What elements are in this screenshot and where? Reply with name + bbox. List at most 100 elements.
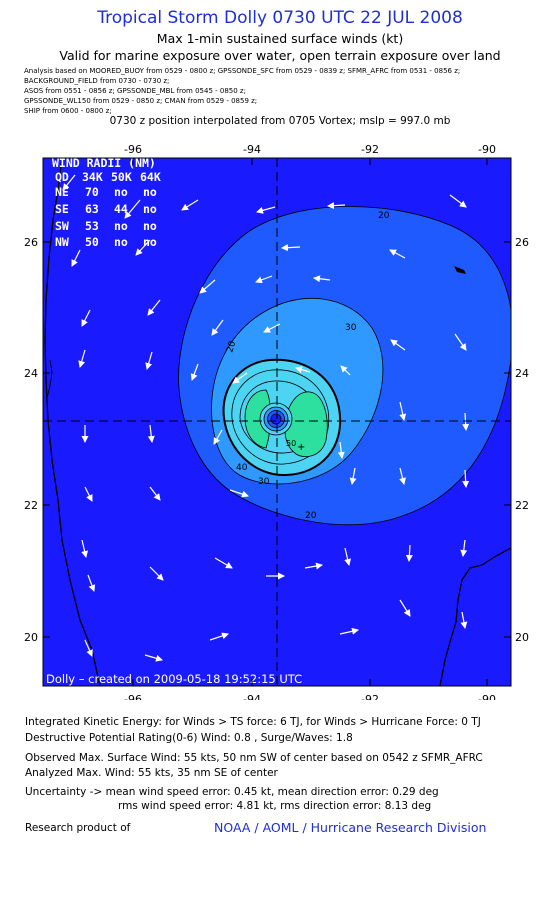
x-tick-label-bottom: -92	[361, 693, 379, 700]
wind-vector	[460, 611, 468, 629]
subtitle-exposure: Valid for marine exposure over water, op…	[59, 48, 501, 63]
coastline-west-inner	[46, 359, 53, 399]
wind-vector	[81, 539, 89, 558]
wind-radii-64k: no	[143, 185, 157, 199]
uncertainty-line-1: Uncertainty -> mean wind speed error: 0.…	[25, 786, 439, 798]
wind-vector	[344, 547, 352, 566]
y-tick-label-right: 22	[515, 499, 529, 512]
contour-label-30-n: 30	[345, 323, 357, 333]
wind-vector	[229, 489, 249, 498]
wind-vector	[62, 174, 76, 191]
dpr-line: Destructive Potential Rating(0-6) Wind: …	[25, 732, 353, 744]
map-frame	[42, 157, 512, 687]
coastline-west	[44, 158, 101, 686]
wind-vector	[181, 199, 199, 211]
wind-vector	[84, 486, 93, 502]
ike-line: Integrated Kinetic Energy: for Winds > T…	[25, 716, 481, 728]
wind-vector	[340, 365, 351, 376]
coastline-east	[439, 547, 511, 686]
wind-radii-head-64k: 64K	[140, 170, 161, 184]
wind-radii-table: WIND RADII (NM) QD 34K 50K 64K NE 70 no …	[52, 158, 161, 249]
wind-vector	[389, 249, 406, 259]
x-tick-label-top: -90	[478, 143, 496, 156]
wind-vector	[135, 239, 151, 256]
wind-vector	[190, 363, 199, 381]
wind-vector	[449, 194, 467, 208]
y-tick-label-right: 26	[515, 236, 529, 249]
wind-radii-quadrant: SE	[55, 202, 69, 216]
wind-vector	[144, 654, 163, 662]
wind-vector	[214, 557, 233, 569]
wind-vector	[313, 275, 331, 283]
wind-vector	[327, 202, 346, 210]
source-line-3: ASOS from 0551 - 0856 z; GPSSONDE_MBL fr…	[24, 87, 246, 95]
wind-radii-50k: 44	[114, 202, 128, 216]
research-label: Research product of	[25, 822, 131, 834]
research-org-link[interactable]: NOAA / AOML / Hurricane Research Divisio…	[214, 820, 487, 835]
wind-vector	[124, 199, 141, 219]
x-tick-label-top: -92	[361, 143, 379, 156]
x-tick-label-bottom: -90	[478, 693, 496, 700]
wind-radii-50k: no	[114, 219, 128, 233]
wind-radii-34k: 63	[85, 202, 99, 216]
wind-vector	[84, 639, 93, 657]
wind-vector	[213, 429, 223, 445]
wind-vector	[209, 632, 229, 641]
wind-vector	[149, 486, 161, 501]
island-east	[454, 266, 466, 274]
y-tick-label-left: 26	[24, 236, 38, 249]
chart-title: Tropical Storm Dolly 0730 UTC 22 JUL 200…	[97, 8, 463, 28]
wind-vector	[211, 319, 224, 336]
wind-vector	[145, 351, 153, 370]
wind-radii-quadrant: NE	[55, 185, 69, 199]
contour-50-region	[284, 391, 328, 457]
wind-vector	[149, 566, 164, 581]
x-ticks	[132, 158, 488, 686]
source-line-2: BACKGROUND_FIELD from 0730 - 0730 z;	[24, 77, 170, 85]
wind-vector	[71, 249, 81, 267]
wind-radii-50k: no	[114, 235, 128, 249]
wind-vector	[390, 339, 406, 351]
wind-vector	[304, 562, 323, 570]
y-tick-label-left: 24	[24, 367, 38, 380]
wind-vector	[256, 206, 276, 214]
wind-radii-64k: no	[143, 219, 157, 233]
wind-vector	[460, 539, 468, 557]
analyzed-max-line: Analyzed Max. Wind: 55 kts, 35 nm SE of …	[25, 767, 278, 779]
wind-vector	[147, 299, 161, 316]
wind-radii-head-50k: 50K	[111, 170, 132, 184]
wind-vector	[399, 599, 411, 617]
y-tick-label-right: 20	[515, 631, 529, 644]
wind-vector	[295, 366, 311, 374]
wind-radii-50k: no	[114, 185, 128, 199]
wind-vector	[349, 467, 357, 485]
contour-label-40: 40	[236, 463, 248, 473]
wind-radii-64k: no	[143, 202, 157, 216]
wind-vector	[81, 309, 91, 327]
wind-vector	[399, 467, 406, 485]
wind-radii-head-34k: 34K	[82, 170, 103, 184]
position-line: 0730 z position interpolated from 0705 V…	[109, 115, 451, 127]
wind-vector	[199, 279, 216, 294]
y-tick-label-left: 22	[24, 499, 38, 512]
created-label: Dolly – created on 2009-05-18 19:52:15 U…	[46, 672, 302, 686]
wind-vector	[337, 441, 345, 459]
wind-vector	[78, 349, 86, 368]
wind-radii-34k: 70	[85, 185, 99, 199]
contour-label-20-w: 20	[225, 340, 238, 354]
source-line-5: SHIP from 0600 - 0800 z;	[24, 107, 112, 115]
wind-vector	[255, 275, 273, 284]
wind-vector	[281, 244, 301, 252]
source-line-4: GPSSONDE_WL150 from 0529 - 0850 z; CMAN …	[24, 97, 258, 105]
wind-radii-quadrant: NW	[55, 235, 69, 249]
y-ticks	[43, 241, 511, 638]
uncertainty-line-2: rms wind speed error: 4.81 kt, rms direc…	[118, 800, 432, 812]
contour-label-20-ne: 20	[378, 211, 390, 221]
wind-vectors	[62, 174, 470, 662]
wind-vector	[263, 323, 281, 333]
wind-radii-34k: 53	[85, 219, 99, 233]
wind-vector	[405, 544, 413, 562]
wind-vector	[462, 469, 470, 488]
wind-vector	[87, 574, 96, 592]
contour-label-30-s: 30	[258, 477, 270, 487]
